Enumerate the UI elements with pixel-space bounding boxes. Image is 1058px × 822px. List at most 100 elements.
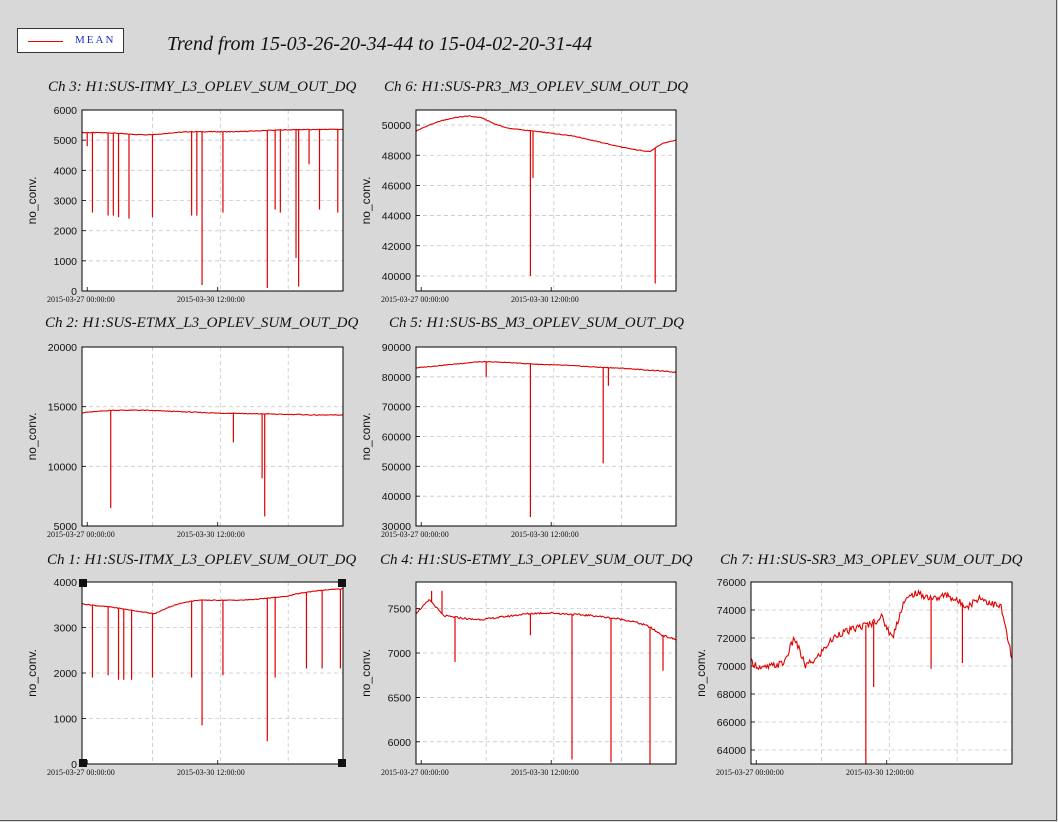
- resize-handle[interactable]: [338, 759, 346, 767]
- y-tick-label: 6500: [388, 692, 412, 704]
- legend: MEAN: [17, 28, 124, 53]
- chart-7: Ch 7: H1:SUS-SR3_M3_OPLEV_SUM_OUT_DQ 6400…: [694, 552, 1023, 777]
- x-tick-label: 2015-03-30 12:00:00: [511, 768, 579, 777]
- y-tick-label: 3000: [54, 196, 78, 208]
- resize-handle[interactable]: [79, 759, 87, 767]
- series-line: [415, 115, 677, 153]
- y-tick-label: 66000: [717, 717, 746, 729]
- page-title: Trend from 15-03-26-20-34-44 to 15-04-02…: [167, 33, 593, 55]
- y-tick-label: 15000: [48, 402, 77, 414]
- chart-6: Ch 4: H1:SUS-ETMY_L3_OPLEV_SUM_OUT_DQ 600…: [359, 552, 693, 777]
- y-tick-label: 7500: [388, 604, 412, 616]
- chart-5: Ch 1: H1:SUS-ITMX_L3_OPLEV_SUM_OUT_DQ 0 10…: [25, 552, 356, 777]
- chart-title: Ch 2: H1:SUS-ETMX_L3_OPLEV_SUM_OUT_DQ: [45, 315, 358, 331]
- chart-title: Ch 1: H1:SUS-ITMX_L3_OPLEV_SUM_OUT_DQ: [47, 552, 356, 568]
- chart-2: Ch 6: H1:SUS-PR3_M3_OPLEV_SUM_OUT_DQ 4000…: [359, 79, 688, 304]
- y-tick-label: 46000: [382, 180, 411, 192]
- y-tick-label: 44000: [382, 211, 411, 223]
- y-tick-label: 0: [71, 759, 77, 771]
- y-tick-label: 48000: [382, 150, 411, 162]
- chart-title: Ch 6: H1:SUS-PR3_M3_OPLEV_SUM_OUT_DQ: [384, 79, 688, 95]
- series-line: [415, 361, 677, 374]
- y-axis-label: no_conv.: [359, 177, 373, 225]
- plot-frame: [81, 109, 344, 292]
- y-tick-label: 42000: [382, 241, 411, 253]
- series-line: [750, 588, 1013, 671]
- chart-3: Ch 2: H1:SUS-ETMX_L3_OPLEV_SUM_OUT_DQ 500…: [25, 315, 358, 539]
- chart-1: Ch 3: H1:SUS-ITMY_L3_OPLEV_SUM_OUT_DQ 0 10…: [25, 79, 357, 304]
- y-tick-label: 3000: [54, 623, 78, 635]
- y-tick-label: 30000: [382, 521, 411, 533]
- resize-handle[interactable]: [79, 579, 87, 587]
- plot-frame: [415, 346, 677, 527]
- chart-title: Ch 7: H1:SUS-SR3_M3_OPLEV_SUM_OUT_DQ: [720, 552, 1023, 568]
- y-tick-label: 90000: [382, 342, 411, 354]
- y-axis-label: no_conv.: [25, 177, 39, 225]
- y-tick-label: 40000: [382, 271, 411, 283]
- plot-frame: [415, 581, 677, 765]
- x-tick-label: 2015-03-27 00:00:00: [47, 768, 115, 777]
- chart-title: Ch 5: H1:SUS-BS_M3_OPLEV_SUM_OUT_DQ: [389, 315, 684, 331]
- plot-frame: [415, 109, 677, 292]
- x-tick-label: 2015-03-30 12:00:00: [511, 530, 579, 539]
- y-tick-label: 68000: [717, 689, 746, 701]
- y-tick-label: 5000: [54, 135, 78, 147]
- chart-title: Ch 4: H1:SUS-ETMY_L3_OPLEV_SUM_OUT_DQ: [380, 552, 693, 568]
- plot-area: [416, 582, 676, 764]
- y-tick-label: 6000: [54, 105, 78, 117]
- y-tick-label: 6000: [388, 737, 412, 749]
- y-tick-label: 4000: [54, 577, 78, 589]
- x-tick-label: 2015-03-27 00:00:00: [381, 530, 449, 539]
- y-tick-label: 2000: [54, 226, 78, 238]
- x-tick-label: 2015-03-30 12:00:00: [177, 295, 245, 304]
- y-tick-label: 40000: [382, 491, 411, 503]
- y-tick-label: 0: [71, 286, 77, 298]
- y-tick-label: 60000: [382, 432, 411, 444]
- plot-area: [751, 582, 1012, 764]
- y-tick-label: 5000: [54, 521, 78, 533]
- y-axis-label: no_conv.: [25, 649, 39, 697]
- y-tick-label: 20000: [48, 342, 77, 354]
- y-tick-label: 50000: [382, 461, 411, 473]
- y-tick-label: 1000: [54, 714, 78, 726]
- series-line: [81, 588, 344, 615]
- y-tick-label: 1000: [54, 256, 78, 268]
- y-tick-label: 7000: [388, 648, 412, 660]
- y-axis-label: no_conv.: [694, 649, 708, 697]
- plot-area: [82, 582, 343, 764]
- x-tick-label: 2015-03-27 00:00:00: [47, 530, 115, 539]
- y-tick-label: 64000: [717, 745, 746, 757]
- plot-frame: [81, 581, 344, 765]
- y-tick-label: 70000: [717, 661, 746, 673]
- y-tick-label: 70000: [382, 402, 411, 414]
- plot-frame: [81, 346, 344, 527]
- plot-frame: [750, 581, 1013, 765]
- x-tick-label: 2015-03-30 12:00:00: [511, 295, 579, 304]
- x-tick-label: 2015-03-27 00:00:00: [47, 295, 115, 304]
- x-tick-label: 2015-03-27 00:00:00: [381, 295, 449, 304]
- chart-4: Ch 5: H1:SUS-BS_M3_OPLEV_SUM_OUT_DQ 30000…: [359, 315, 684, 539]
- y-tick-label: 50000: [382, 120, 411, 132]
- y-tick-label: 80000: [382, 372, 411, 384]
- y-tick-label: 2000: [54, 668, 78, 680]
- legend-swatch: [28, 41, 63, 42]
- x-tick-label: 2015-03-27 00:00:00: [716, 768, 784, 777]
- y-tick-label: 4000: [54, 165, 78, 177]
- legend-label: MEAN: [75, 34, 116, 46]
- x-tick-label: 2015-03-30 12:00:00: [846, 768, 914, 777]
- plot-area: [82, 347, 343, 526]
- x-tick-label: 2015-03-27 00:00:00: [381, 768, 449, 777]
- y-tick-label: 74000: [717, 605, 746, 617]
- resize-handle[interactable]: [338, 579, 346, 587]
- y-axis-label: no_conv.: [359, 413, 373, 461]
- series-line: [81, 128, 344, 136]
- x-tick-label: 2015-03-30 12:00:00: [177, 768, 245, 777]
- plot-area: [82, 110, 343, 291]
- y-tick-label: 10000: [48, 461, 77, 473]
- y-axis-label: no_conv.: [25, 413, 39, 461]
- y-axis-label: no_conv.: [359, 649, 373, 697]
- plot-area: [416, 110, 676, 291]
- series-line: [81, 409, 344, 416]
